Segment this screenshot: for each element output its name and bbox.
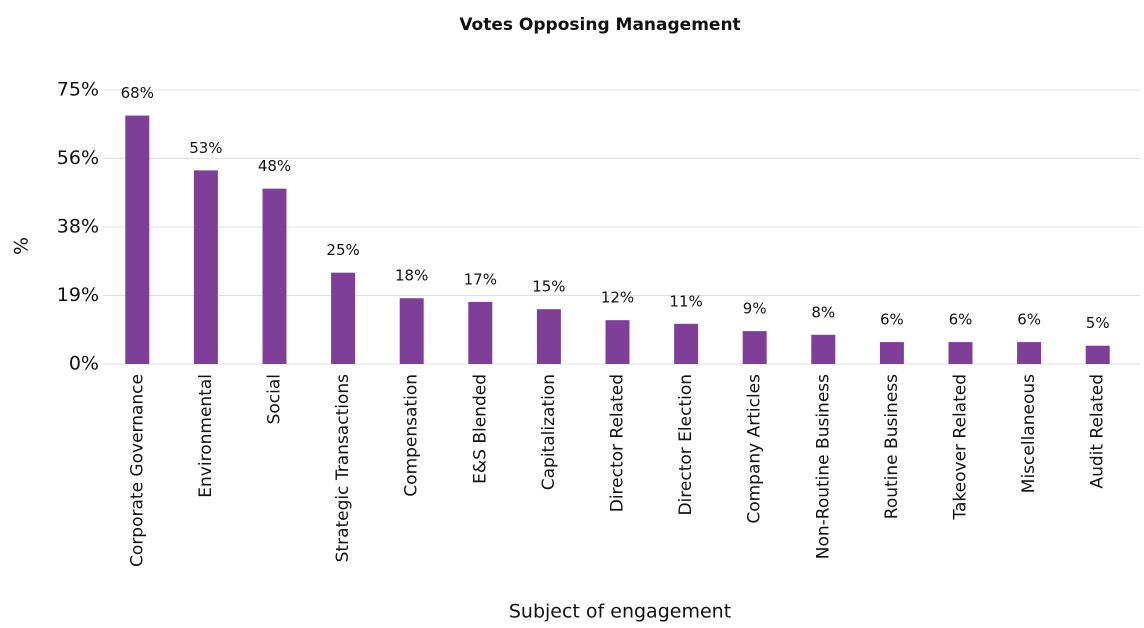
y-tick-label: 56% bbox=[57, 147, 99, 169]
x-tick-label: Takeover Related bbox=[951, 374, 971, 521]
value-label: 6% bbox=[949, 311, 973, 329]
value-label: 11% bbox=[669, 292, 702, 310]
bar bbox=[948, 342, 973, 364]
x-tick-label: Miscellaneous bbox=[1019, 374, 1039, 493]
value-label: 48% bbox=[258, 157, 291, 175]
value-label: 18% bbox=[395, 267, 428, 285]
x-tick-label: Strategic Transactions bbox=[333, 374, 353, 563]
value-label: 25% bbox=[326, 241, 359, 259]
x-tick-label: Environmental bbox=[196, 374, 216, 498]
value-label: 15% bbox=[532, 278, 565, 296]
x-tick-label: Compensation bbox=[402, 374, 422, 497]
x-tick-label: Social bbox=[265, 374, 285, 424]
value-label: 5% bbox=[1086, 314, 1110, 332]
value-label: 6% bbox=[1017, 311, 1041, 329]
y-tick-label: 19% bbox=[57, 284, 99, 306]
bar bbox=[1085, 345, 1110, 364]
x-tick-label: Director Election bbox=[676, 374, 696, 516]
value-label: 17% bbox=[464, 270, 497, 288]
value-label: 12% bbox=[601, 289, 634, 307]
x-axis-title: Subject of engagement bbox=[509, 601, 731, 623]
value-label: 68% bbox=[121, 84, 154, 102]
bar bbox=[331, 272, 356, 364]
bar bbox=[879, 342, 904, 364]
x-tick-label: Routine Business bbox=[882, 374, 902, 519]
y-axis-title: % bbox=[11, 237, 33, 255]
bar bbox=[125, 115, 150, 364]
bar bbox=[742, 331, 767, 364]
x-tick-label: E&S Blended bbox=[470, 374, 490, 484]
x-tick-label: Non-Routine Business bbox=[813, 374, 833, 559]
bar bbox=[1017, 342, 1042, 364]
value-label: 6% bbox=[880, 311, 904, 329]
bar bbox=[399, 298, 424, 364]
x-tick-label: Company Articles bbox=[745, 374, 765, 524]
bar bbox=[262, 188, 287, 364]
value-label: 53% bbox=[189, 139, 222, 157]
x-tick-label: Director Related bbox=[608, 374, 628, 512]
bar bbox=[468, 301, 493, 364]
x-tick-label: Capitalization bbox=[539, 374, 559, 490]
bar bbox=[536, 309, 561, 364]
y-tick-label: 38% bbox=[57, 216, 99, 238]
y-tick-label: 75% bbox=[57, 79, 99, 101]
bar bbox=[605, 320, 630, 364]
value-label: 9% bbox=[743, 300, 767, 318]
value-label: 8% bbox=[811, 303, 835, 321]
chart-title: Votes Opposing Management bbox=[459, 15, 740, 35]
x-tick-label: Corporate Governance bbox=[127, 374, 147, 567]
y-tick-label: 0% bbox=[69, 353, 99, 375]
x-tick-label: Audit Related bbox=[1088, 374, 1108, 489]
bar bbox=[193, 170, 218, 364]
bar bbox=[811, 334, 836, 364]
bar bbox=[674, 323, 699, 364]
